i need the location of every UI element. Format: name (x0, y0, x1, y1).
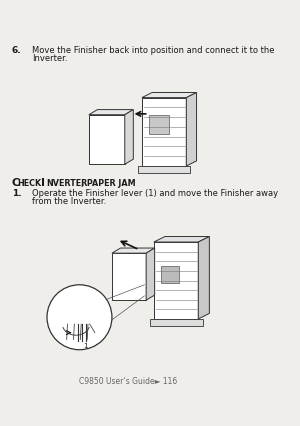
Text: , PAPER JAM: , PAPER JAM (81, 179, 136, 188)
Polygon shape (154, 236, 209, 242)
Bar (161, 266, 179, 283)
Text: Operate the Finisher lever (1) and move the Finisher away: Operate the Finisher lever (1) and move … (32, 189, 279, 198)
Circle shape (47, 285, 112, 350)
Text: 6.: 6. (12, 46, 22, 55)
Text: 1.: 1. (12, 189, 22, 198)
Polygon shape (198, 236, 209, 319)
Polygon shape (146, 248, 155, 300)
Bar (89, 115, 125, 164)
Text: Move the Finisher back into position and connect it to the: Move the Finisher back into position and… (32, 46, 275, 55)
Bar (112, 253, 146, 300)
Text: C: C (12, 178, 20, 188)
Bar (149, 115, 169, 133)
Polygon shape (186, 92, 197, 166)
Text: I: I (41, 178, 45, 188)
Polygon shape (112, 248, 155, 253)
Text: NVERTER: NVERTER (46, 179, 87, 188)
Polygon shape (125, 109, 133, 164)
Polygon shape (89, 109, 133, 115)
Bar (138, 166, 190, 173)
Text: from the Inverter.: from the Inverter. (32, 197, 107, 206)
Text: Inverter.: Inverter. (32, 54, 68, 63)
Text: 1: 1 (83, 343, 88, 349)
Text: HECK: HECK (17, 179, 42, 188)
Bar (150, 319, 203, 326)
Text: C9850 User’s Guide► 116: C9850 User’s Guide► 116 (79, 377, 177, 386)
Polygon shape (142, 92, 197, 98)
Bar (142, 98, 186, 166)
Bar (154, 242, 198, 319)
